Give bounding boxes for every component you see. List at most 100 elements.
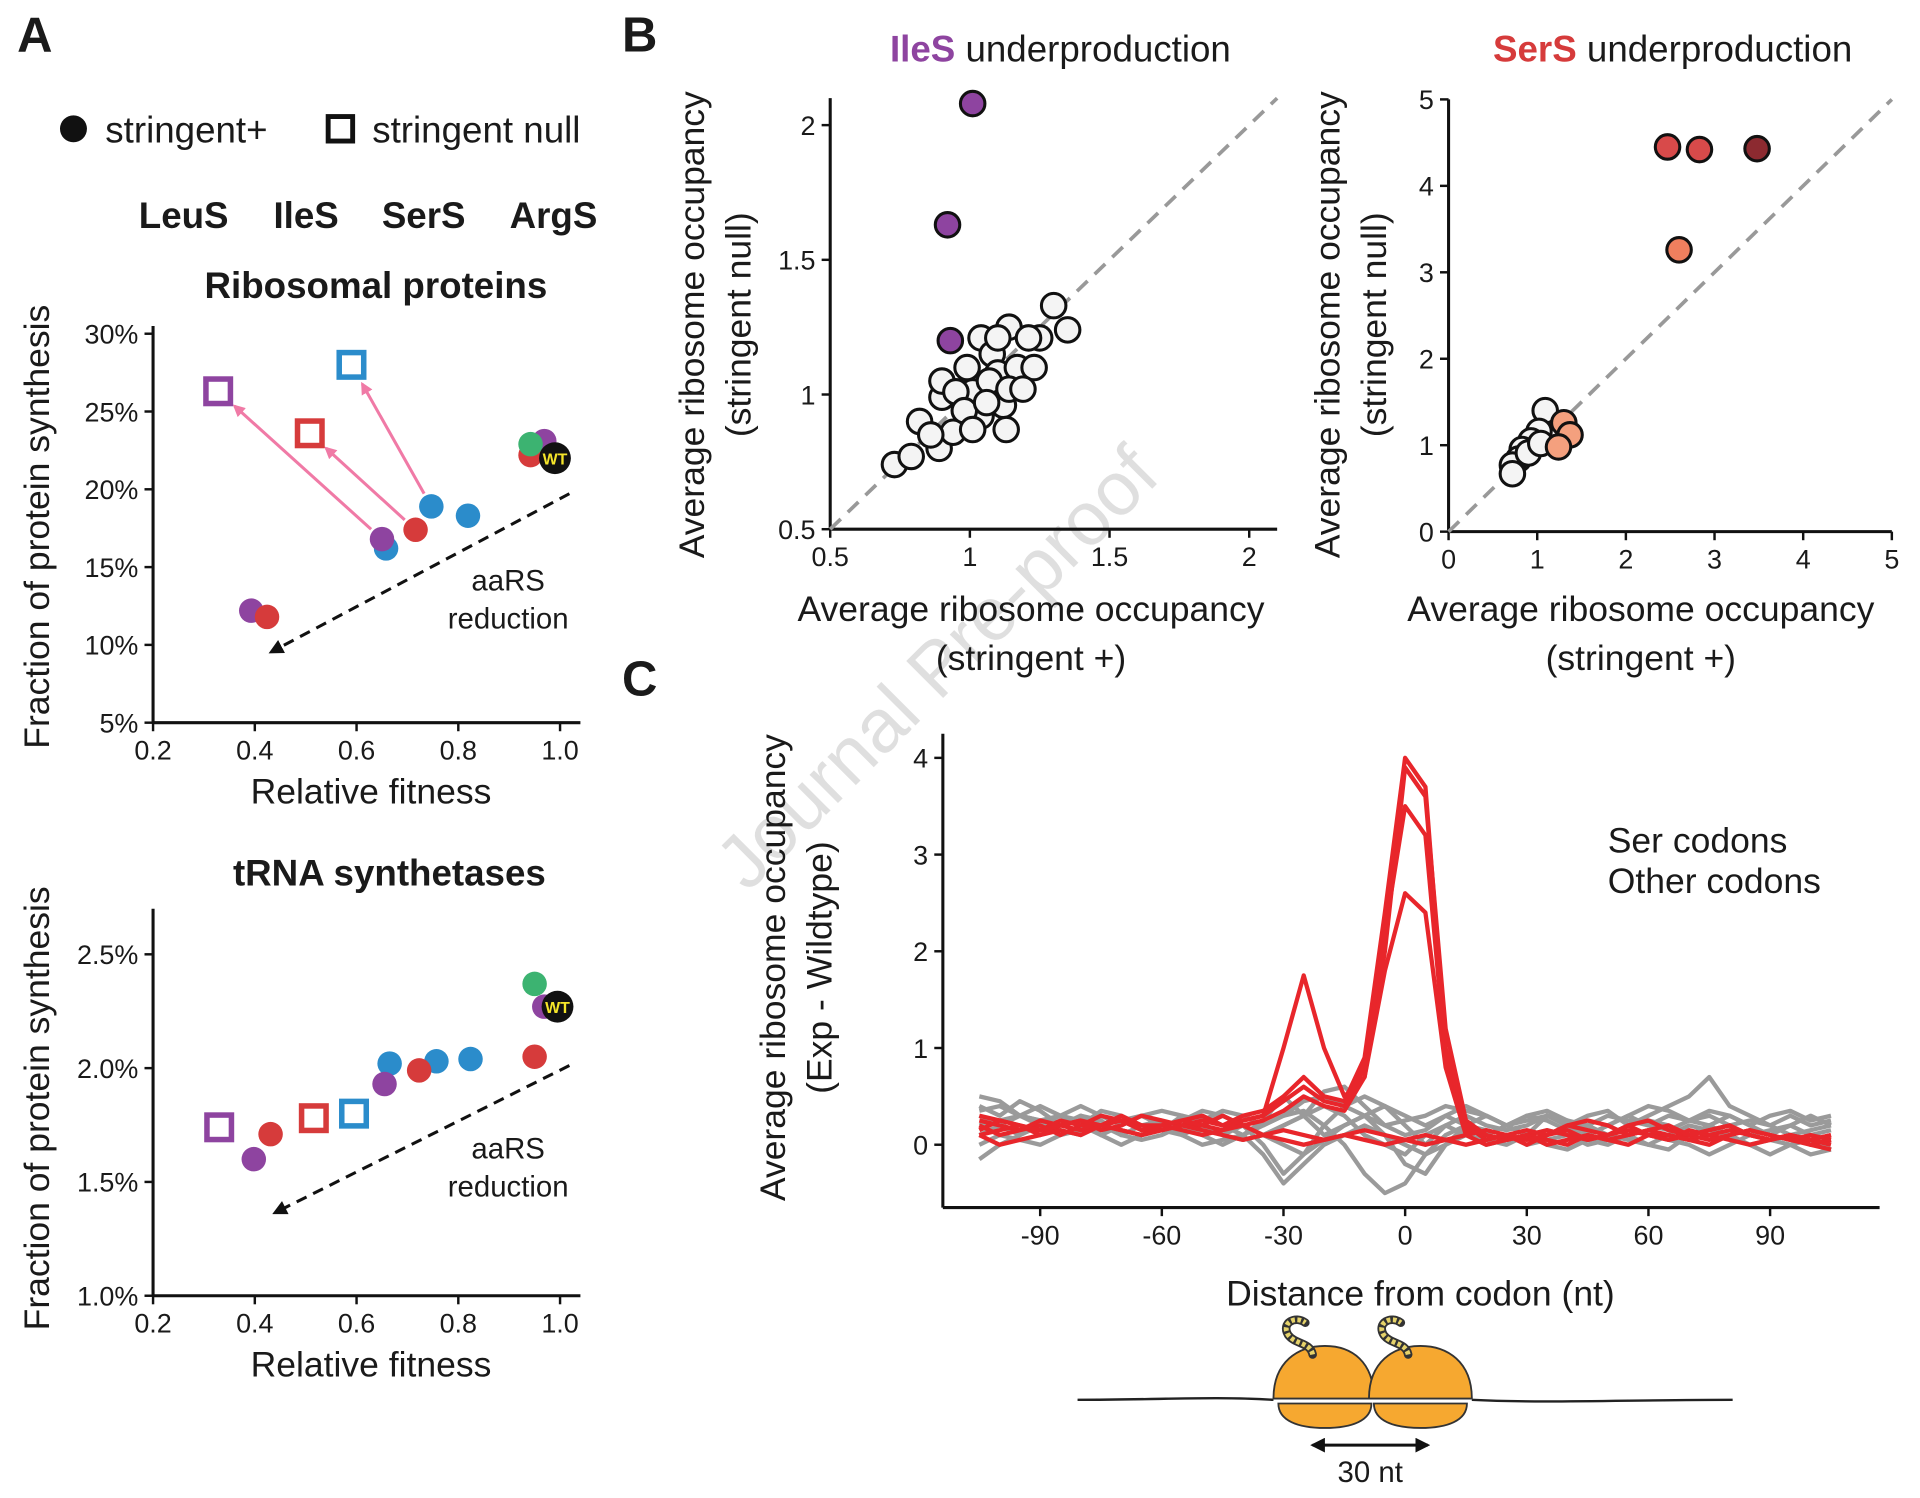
wt-point [541,990,574,1023]
y-tick-label: 1.0% [77,1282,138,1312]
point [1544,433,1573,461]
title-highlight: IleS [890,28,955,69]
y-tick-label: 5 [1419,85,1434,115]
point [953,353,981,382]
panel-label: B [622,9,657,63]
x-tick-label: 0.4 [236,1308,273,1338]
square-point [339,1098,370,1129]
x-tick-label: 5 [1884,544,1899,574]
point [958,415,987,444]
x-tick-label: 90 [1755,1220,1785,1250]
wt-point [539,442,571,475]
chart-title: tRNA synthetases [233,853,546,894]
x-tick-label: 1.5 [1091,542,1128,572]
y-axis-label: Fraction of protein synthesis [17,305,57,749]
point [406,1058,432,1083]
x-axis-label: Distance from codon (nt) [1226,1274,1615,1314]
x-axis-label: Average ribosome occupancy [798,589,1265,629]
title-highlight: SerS [1493,28,1577,69]
legend-label: stringent+ [105,109,267,150]
y-tick-label: 30% [84,320,138,350]
point [403,517,428,542]
x-axis-label: Relative fitness [251,1345,492,1385]
y-tick-label: 1 [913,1034,928,1064]
point [377,1051,402,1076]
point [984,324,1012,352]
y-tick-label: 4 [1419,172,1434,202]
legend-label: Ser codons [1608,820,1788,860]
x-tick-label: 0.5 [811,542,848,572]
x-tick-label: 0 [1441,544,1456,574]
wt-label: WT [545,1000,570,1017]
chart-title: IleS underproduction [890,28,1231,69]
square-point [336,349,367,380]
point [1053,316,1082,344]
point [1743,134,1771,163]
point [1039,291,1068,320]
legend-marker [325,114,356,144]
point [958,89,987,118]
y-tick-label: 2.0% [77,1054,138,1084]
point [1009,375,1037,403]
x-tick-label: 0.2 [134,1308,171,1338]
y-tick-label: 2 [1419,345,1434,375]
legend-label: Other codons [1608,861,1821,901]
annotation: reduction [448,1171,569,1204]
ribosome-diagram [1077,1315,1733,1453]
x-tick-label: 3 [1707,544,1722,574]
panel-label: A [17,9,52,63]
profile-line [978,804,1832,1147]
annotation: aaRS [471,564,544,597]
panel-label: C [622,653,657,707]
x-tick-label: 0.4 [236,735,273,765]
x-axis-label: Average ribosome occupancy [1407,589,1874,629]
y-tick-label: 5% [99,708,138,738]
annotation: aaRS [471,1133,544,1166]
point [458,1046,483,1072]
x-tick-label: 30 [1512,1220,1542,1250]
point [1665,236,1693,264]
diagram-label: 30 nt [1338,1456,1403,1489]
y-axis-label: Average ribosome occupancy [1308,91,1348,558]
x-tick-label: 0.6 [338,1308,375,1338]
legend-label: ArgS [510,195,598,236]
point [933,211,962,239]
y-tick-label: 2 [801,111,816,141]
y-tick-label: 15% [84,553,138,583]
profile-line [978,891,1832,1147]
shift-arrow [232,404,373,531]
x-tick-label: 0.6 [338,735,375,765]
square-point [203,376,234,407]
y-tick-label: 3 [1419,258,1434,288]
y-axis-label: Average ribosome occupancy [753,734,793,1201]
x-tick-label: 1.0 [541,735,578,765]
y-tick-label: 0 [913,1131,928,1161]
x-tick-label: 0.2 [134,735,171,765]
point [455,503,481,528]
x-tick-label: -60 [1142,1220,1181,1250]
x-axis-label: Relative fitness [251,771,492,811]
x-tick-label: 0.8 [440,1308,477,1338]
y-tick-label: 1 [1419,431,1434,461]
square-point [204,1112,235,1143]
x-axis-label: (stringent +) [1546,638,1736,678]
shift-arrow [360,381,426,495]
x-tick-label: 1.0 [541,1308,578,1338]
point [916,421,945,449]
y-tick-label: 10% [84,631,138,661]
profile-line [978,1113,1832,1147]
y-tick-label: 3 [913,840,928,870]
point [419,494,444,519]
x-tick-label: 4 [1796,544,1811,574]
point [258,1121,283,1147]
profile-line [978,1108,1832,1196]
x-tick-label: 2 [1618,544,1633,574]
point [522,971,547,997]
y-axis-label: (Exp - Wildtype) [799,841,839,1094]
wt-label: WT [543,451,568,468]
x-tick-label: -30 [1264,1220,1303,1250]
x-tick-label: -90 [1021,1220,1060,1250]
point [522,1044,547,1069]
point [1653,133,1682,161]
